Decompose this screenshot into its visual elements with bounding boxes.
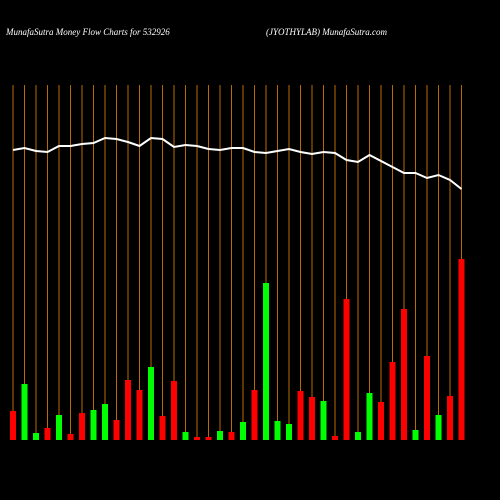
bar [125, 380, 131, 440]
bar [378, 402, 384, 440]
bar [320, 401, 327, 440]
bar [435, 415, 442, 440]
bar [90, 410, 97, 440]
bar [251, 390, 258, 440]
chart-title: MunafaSutra Money Flow Charts for 532926 [5, 27, 170, 37]
bar [297, 391, 304, 440]
bar [171, 381, 177, 440]
bar [67, 434, 74, 440]
bar [205, 437, 212, 440]
bar [10, 411, 16, 440]
bar [389, 362, 396, 440]
bar [240, 422, 246, 440]
bar [182, 432, 189, 440]
bar [228, 432, 235, 440]
bar [424, 356, 430, 440]
bar [217, 431, 223, 440]
bar [274, 421, 281, 440]
money-flow-line [12, 136, 463, 190]
bar [355, 432, 361, 440]
bar [33, 433, 39, 440]
bar [286, 424, 292, 440]
bar [458, 259, 465, 440]
bar [56, 415, 62, 440]
bar [148, 367, 154, 440]
bar [136, 390, 143, 440]
bar [447, 396, 453, 440]
bar [412, 430, 419, 440]
bar [159, 416, 166, 440]
bar [332, 436, 338, 440]
bar [79, 413, 85, 440]
bar [21, 384, 28, 440]
bar [366, 393, 373, 440]
chart-subtitle: (JYOTHYLAB) MunafaSutra.com [266, 27, 387, 37]
bar [44, 428, 51, 440]
bar [401, 309, 407, 440]
bar [309, 397, 315, 440]
bar [263, 283, 269, 440]
bar [194, 437, 200, 440]
bar [113, 420, 120, 440]
bar [102, 404, 108, 440]
bar [343, 299, 350, 440]
